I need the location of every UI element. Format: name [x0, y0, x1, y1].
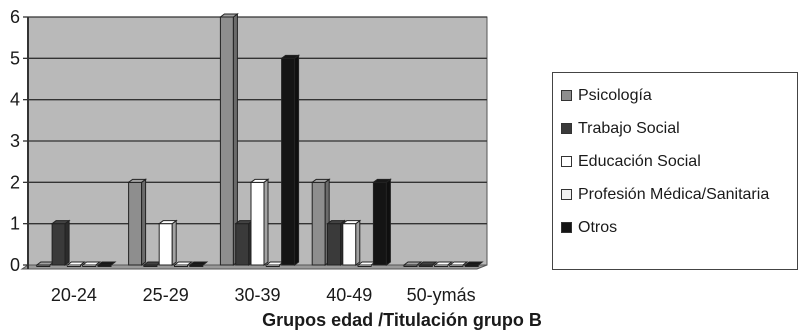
y-axis: 0 1 2 3 4 5 6: [10, 7, 28, 275]
y-tick-label: 1: [10, 214, 20, 234]
bar-educacion-social-50-ymas: [433, 261, 454, 267]
bar-educacion-social-40-49: [341, 219, 362, 266]
legend-swatch: [561, 156, 572, 167]
legend-item-psicologia: Psicología: [561, 79, 797, 112]
x-axis: 20-24 25-29 30-39 40-49 50-ymás: [51, 285, 476, 305]
legend-swatch: [561, 90, 572, 101]
x-tick-label: 30-39: [234, 285, 280, 305]
bar-psicologia-50-ymas: [402, 261, 423, 267]
bar-educacion-social-30-39: [249, 178, 270, 266]
y-tick-label: 3: [10, 131, 20, 151]
bar-profesion-medica-sanitaria-20-24: [81, 261, 102, 267]
bar-educacion-social-25-29: [157, 219, 178, 266]
y-tick-label: 6: [10, 7, 20, 27]
legend-item-educacion-social: Educación Social: [561, 145, 797, 178]
legend-swatch: [561, 189, 572, 200]
y-tick-label: 0: [10, 255, 20, 275]
legend-swatch: [561, 222, 572, 233]
bars: [35, 13, 484, 267]
legend-item-trabajo-social: Trabajo Social: [561, 112, 797, 145]
bar-trabajo-social-30-39: [234, 219, 255, 266]
bar-profesion-medica-sanitaria-50-ymas: [448, 261, 469, 267]
y-tick-label: 4: [10, 90, 20, 110]
bar-profesion-medica-sanitaria-25-29: [173, 261, 193, 267]
legend: Psicología Trabajo Social Educación Soci…: [552, 72, 798, 270]
bar-otros-30-39: [280, 54, 301, 266]
legend-label: Profesión Médica/Sanitaria: [578, 185, 770, 203]
bar-otros-20-24: [96, 261, 117, 267]
bar-trabajo-social-40-49: [326, 219, 346, 266]
bar-psicologia-30-39: [218, 13, 239, 266]
x-axis-title: Grupos edad /Titulación grupo B: [262, 310, 542, 330]
x-tick-label: 20-24: [51, 285, 97, 305]
bar-otros-25-29: [188, 261, 209, 267]
bar-psicologia-25-29: [127, 178, 148, 266]
legend-swatch: [561, 123, 572, 134]
legend-item-otros: Otros: [561, 211, 797, 244]
y-tick-label: 5: [10, 48, 20, 68]
legend-item-profesion-medica: Profesión Médica/Sanitaria: [561, 178, 797, 211]
legend-label: Educación Social: [578, 152, 701, 170]
x-tick-label: 40-49: [326, 285, 372, 305]
bar-psicologia-40-49: [310, 178, 331, 266]
bar-educacion-social-20-24: [65, 261, 86, 267]
bar-trabajo-social-50-ymas: [417, 261, 438, 267]
bar-trabajo-social-20-24: [50, 219, 71, 266]
bar-otros-40-49: [371, 178, 392, 266]
y-tick-label: 2: [10, 172, 20, 192]
legend-label: Otros: [578, 218, 618, 236]
legend-label: Trabajo Social: [578, 119, 680, 137]
legend-label: Psicología: [578, 86, 652, 104]
x-tick-label: 50-ymás: [407, 285, 476, 305]
bar-otros-50-ymas: [463, 261, 484, 267]
x-tick-label: 25-29: [143, 285, 189, 305]
